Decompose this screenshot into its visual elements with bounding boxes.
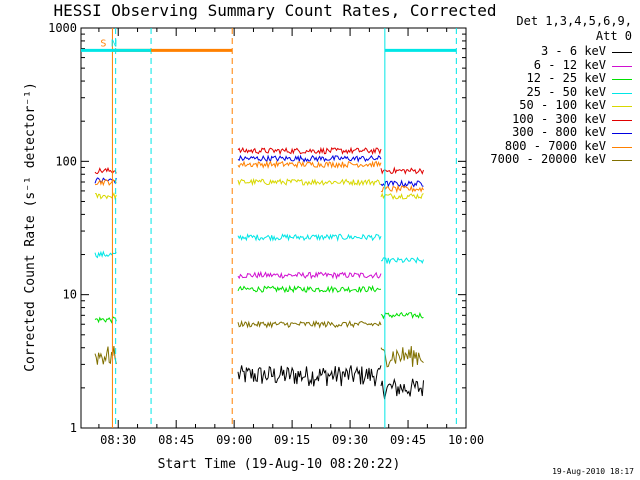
plot-frame <box>80 27 467 429</box>
legend-swatch <box>612 119 632 121</box>
series-line <box>94 315 117 324</box>
series-line <box>380 256 424 265</box>
legend-title-line1: Det 1,3,4,5,6,9, <box>516 14 632 28</box>
x-tick-label: 09:00 <box>216 433 252 447</box>
x-axis-label: Start Time (19-Aug-10 08:20:22) <box>158 457 401 472</box>
series-line <box>380 311 424 320</box>
annotation-label: S <box>100 38 106 49</box>
y-tick-label: 100 <box>55 154 77 168</box>
series-line <box>237 146 382 156</box>
series-line <box>237 365 382 387</box>
series-line <box>95 192 117 201</box>
legend-swatch <box>612 106 632 107</box>
series-line <box>94 178 117 187</box>
series-line <box>380 377 424 400</box>
series-line <box>237 177 382 187</box>
legend-swatch <box>612 133 632 134</box>
annotation-label: N <box>111 38 117 49</box>
legend-title-line2: Att 0 <box>595 29 632 43</box>
series-line <box>237 319 382 329</box>
y-tick-label: 1 <box>70 421 77 435</box>
x-tick-label: 10:00 <box>448 433 484 447</box>
axes-group: 1 10 100 1000 08:30 08:45 09:00 09:15 09:30 09:45… <box>48 21 484 447</box>
legend-entry: 12 - 25 keV <box>526 71 606 85</box>
legend-entry: 300 - 800 keV <box>512 125 606 139</box>
chart-title: HESSI Observing Summary Count Rates, Cor… <box>53 1 496 20</box>
series-line <box>94 166 117 175</box>
x-tick-label: 08:30 <box>100 433 136 447</box>
series-line <box>237 284 382 294</box>
x-tick-label: 09:30 <box>332 433 368 447</box>
series-line <box>380 184 424 194</box>
series-line <box>237 160 382 169</box>
series-line <box>380 166 424 175</box>
legend-entry: 7000 - 20000 keV <box>490 152 606 166</box>
series-line <box>380 346 424 368</box>
series-line <box>380 192 424 201</box>
legend-entry: 6 - 12 keV <box>533 57 606 72</box>
legend-swatch <box>612 146 632 148</box>
x-tick-label: 09:15 <box>274 433 310 447</box>
series-line <box>94 346 117 365</box>
legend-entry: 100 - 300 keV <box>512 111 606 126</box>
y-tick-label: 10 <box>63 288 77 302</box>
series-line <box>237 270 382 280</box>
x-tick-label: 09:45 <box>390 433 426 447</box>
data-marks-group <box>94 146 424 400</box>
y-axis-label: Corrected Count Rate (s⁻¹ detector⁻¹) <box>23 82 38 372</box>
legend-swatch <box>612 65 632 67</box>
legend-swatch <box>612 92 632 94</box>
legend-swatch <box>612 79 632 80</box>
legend-swatch <box>612 52 632 53</box>
series-line <box>94 250 117 259</box>
timestamp-label: 19-Aug-2010 18:17 <box>552 467 634 476</box>
legend-entry: 800 - 7000 keV <box>504 138 606 153</box>
legend-entry: 3 - 6 keV <box>540 44 606 58</box>
legend-swatch <box>612 160 632 161</box>
legend-entry: 50 - 100 keV <box>519 98 606 112</box>
y-tick-label: 1000 <box>48 21 77 35</box>
series-line <box>237 154 382 163</box>
legend-entry: 25 - 50 keV <box>526 84 606 99</box>
series-line <box>237 233 382 242</box>
series-line <box>380 179 424 188</box>
x-tick-label: 08:45 <box>158 433 194 447</box>
